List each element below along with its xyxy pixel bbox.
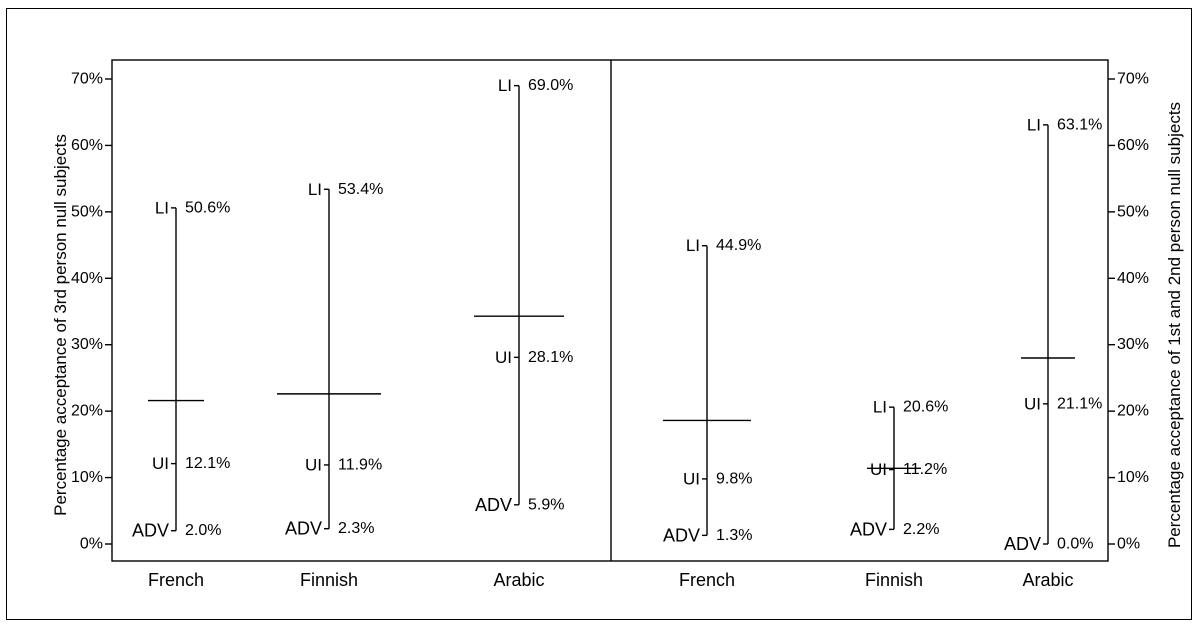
data-label: 5.9% [528,496,564,513]
y-tick-label-right: 50% [1117,203,1149,220]
y-tick-label-right: 0% [1117,536,1140,553]
y-tick-label-right: 10% [1117,469,1149,486]
data-label: 50.6% [185,199,230,216]
y-tick-label-right: 20% [1117,403,1149,420]
y-axis-left-label: Percentage acceptance of 3rd person null… [51,134,70,516]
y-tick-label-right: 70% [1117,71,1149,88]
y-tick-label-left: 30% [71,336,103,353]
data-label: 2.0% [185,522,221,539]
point-label-ui: UI [495,348,512,367]
data-label: 69.0% [528,77,573,94]
data-label: 44.9% [716,237,761,254]
data-label: 11.2% [903,461,947,478]
point-label-li: LI [155,198,169,217]
plot-box [111,59,1109,562]
point-label-ui: UI [152,454,169,473]
point-label-adv: ADV [285,519,322,539]
y-axis-right-label: Percentage acceptance of 1st and 2nd per… [1165,102,1184,548]
y-tick-label-left: 70% [71,71,103,88]
y-tick-label-left: 20% [71,403,103,420]
category-label-arabic: Arabic [1022,570,1073,590]
data-label: 1.3% [716,527,752,544]
y-tick-label-right: 60% [1117,137,1149,154]
data-label: 20.6% [903,399,948,416]
point-label-li: LI [1027,115,1041,134]
point-label-li: LI [686,236,700,255]
category-label-french: French [148,570,204,590]
chart-marks: French LI 50.6% UI 12.1% ADV 2.0% Finnish LI 53.4… [132,76,1102,590]
data-label: 11.9% [338,456,382,473]
point-label-ui: UI [683,469,700,488]
data-label: 2.2% [903,521,939,538]
point-label-ui: UI [305,455,322,474]
point-label-adv: ADV [663,525,700,545]
point-label-adv: ADV [1004,534,1041,554]
data-label: 28.1% [528,349,573,366]
data-label: 2.3% [338,520,374,537]
y-tick-label-left: 60% [71,137,103,154]
point-label-li: LI [873,398,887,417]
y-tick-label-right: 40% [1117,270,1149,287]
y-tick-label-left: 40% [71,270,103,287]
y-tick-label-left: 0% [80,536,103,553]
data-label: 12.1% [185,455,230,472]
point-label-adv: ADV [475,495,512,515]
point-label-adv: ADV [850,519,887,539]
data-label: 0.0% [1057,536,1093,553]
category-label-finnish: Finnish [865,570,923,590]
y-tick-label-left: 10% [71,469,103,486]
point-label-ui: UI [870,460,887,479]
y-tick-label-left: 50% [71,203,103,220]
data-label: 9.8% [716,470,752,487]
category-label-arabic: Arabic [493,570,544,590]
category-label-finnish: Finnish [300,570,358,590]
point-label-li: LI [308,180,322,199]
chart-axes: 0% 0% 10% 10% 20% 20% 30% 30% 40% 40% 50% 50% 60% 60%… [71,59,1149,562]
category-label-french: French [679,570,735,590]
data-label: 63.1% [1057,116,1102,133]
point-label-ui: UI [1024,394,1041,413]
y-tick-label-right: 30% [1117,336,1149,353]
figure-frame [6,8,1192,620]
data-label: 21.1% [1057,395,1102,412]
data-label: 53.4% [338,181,383,198]
point-label-li: LI [498,76,512,95]
point-label-adv: ADV [132,521,169,541]
